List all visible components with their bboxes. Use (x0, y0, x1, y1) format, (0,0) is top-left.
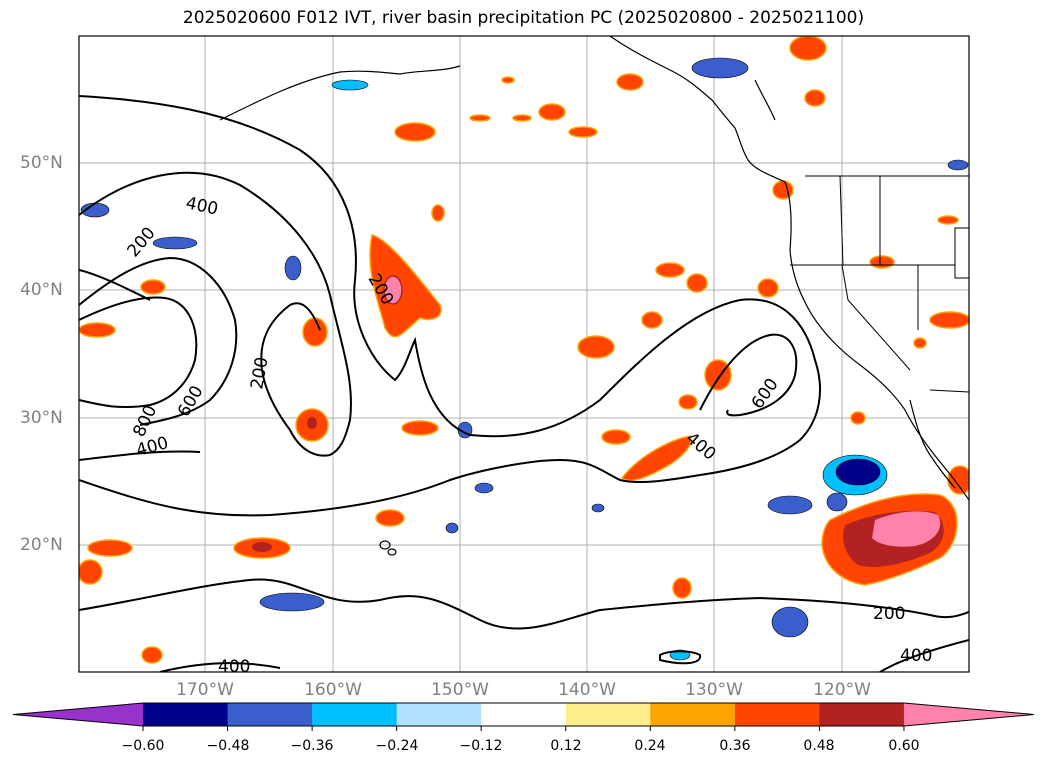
contour-label: 400 (900, 646, 932, 666)
negative-precip-areas (80, 57, 969, 661)
map-title: 2025020600 F012 IVT, river basin precipi… (182, 8, 865, 28)
lat-label: 30°N (20, 408, 63, 428)
coastlines (219, 36, 969, 556)
colorbar-segment (819, 703, 905, 726)
colorbar-tick-label: 0.24 (634, 738, 666, 754)
colorbar-segment (734, 703, 820, 726)
colorbar-segment (396, 703, 482, 726)
colorbar-segment (481, 703, 567, 726)
colorbar-tick-label: −0.36 (290, 738, 334, 754)
lon-label: 130°W (685, 680, 743, 700)
colorbar-segment (143, 703, 229, 726)
map-gridlines (79, 36, 969, 672)
colorbar-extend-right (903, 703, 1034, 726)
colorbar-tick-label: −0.12 (459, 738, 503, 754)
colorbar-segment (312, 703, 398, 726)
contour-label: 200 (873, 604, 905, 624)
colorbar-extend-left (13, 703, 143, 726)
positive-precip-areas (79, 36, 969, 664)
contour-labels: 400 200 200 200 600 800 400 600 400 200 … (124, 193, 933, 677)
lat-label: 40°N (20, 280, 63, 300)
colorbar-tick-label: 0.12 (550, 738, 582, 754)
colorbar-tick-label: −0.24 (375, 738, 419, 754)
colorbar-segment (650, 703, 736, 726)
lon-label: 150°W (431, 680, 489, 700)
colorbar (12, 702, 1035, 731)
lat-label: 50°N (20, 153, 63, 173)
contour-label: 400 (218, 657, 250, 677)
contour-label: 200 (124, 223, 160, 261)
colorbar-tick-label: −0.60 (121, 738, 165, 754)
lon-label: 160°W (304, 680, 362, 700)
contour-label: 400 (184, 193, 220, 219)
colorbar-tick-label: 0.36 (719, 738, 751, 754)
colorbar-segment (565, 703, 651, 726)
political-borders (790, 175, 969, 393)
lon-label: 120°W (813, 680, 871, 700)
colorbar-tick-label: 0.48 (803, 738, 835, 754)
lon-label: 170°W (176, 680, 234, 700)
colorbar-tick-label: 0.60 (888, 738, 920, 754)
contour-label: 600 (748, 375, 783, 413)
contour-label: 200 (247, 355, 272, 390)
lat-label: 20°N (20, 535, 63, 555)
map-frame (78, 35, 970, 673)
colorbar-segment (227, 703, 313, 726)
ivt-contours (79, 95, 969, 672)
colorbar-tick-label: −0.48 (206, 738, 250, 754)
lon-label: 140°W (558, 680, 616, 700)
